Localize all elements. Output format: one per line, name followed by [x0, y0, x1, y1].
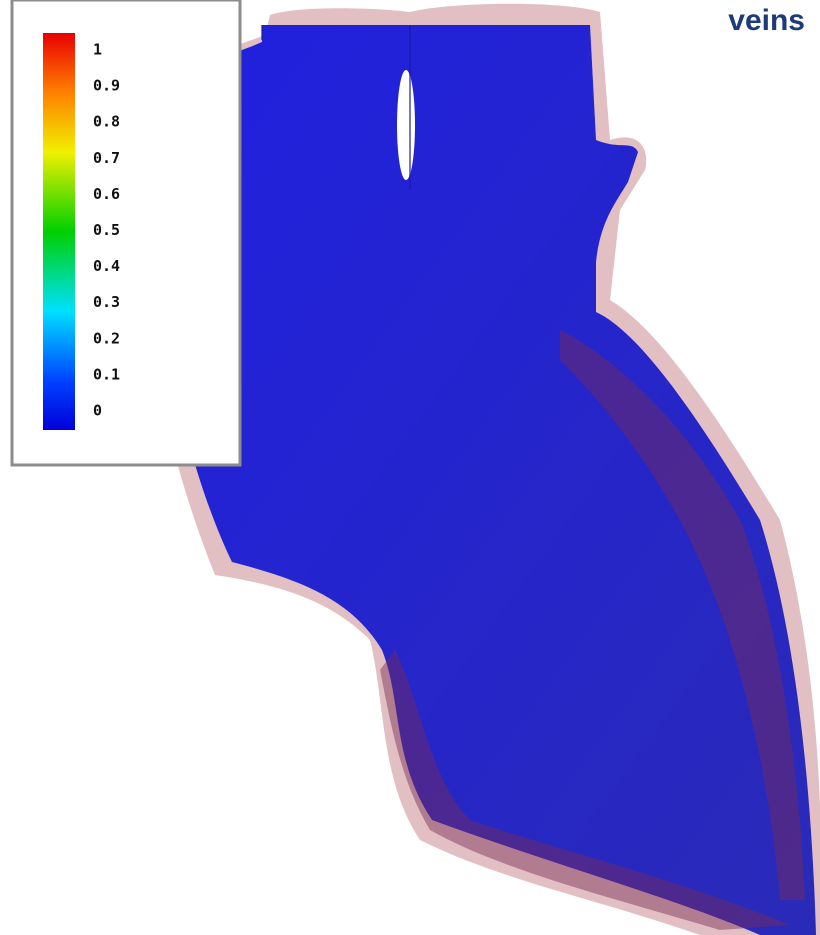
colorbar-tick-label: 0.5 — [93, 221, 120, 239]
title: veins — [728, 4, 805, 37]
colorbar-tick-label: 0.8 — [93, 113, 120, 131]
colorbar-tick-label: 0.2 — [93, 329, 120, 347]
colorbar-tick-label: 0.7 — [93, 149, 120, 167]
colorbar-tick-label: 0 — [93, 402, 102, 420]
colorbar-tick-label: 0.3 — [93, 293, 120, 311]
colorbar-tick-label: 1 — [93, 41, 102, 59]
colorbar-tick-label: 0.9 — [93, 77, 120, 95]
colorbar-tick-label: 0.4 — [93, 257, 120, 275]
heart-render — [145, 3, 820, 935]
colorbar-tick-label: 0.1 — [93, 365, 120, 383]
colorbar-tick-label: 0.6 — [93, 185, 120, 203]
colorbar-ticks: 0 0.1 0.2 0.3 0.4 0.5 0.6 0.7 0.8 0.9 1 — [93, 41, 120, 420]
colorbar — [43, 33, 75, 430]
